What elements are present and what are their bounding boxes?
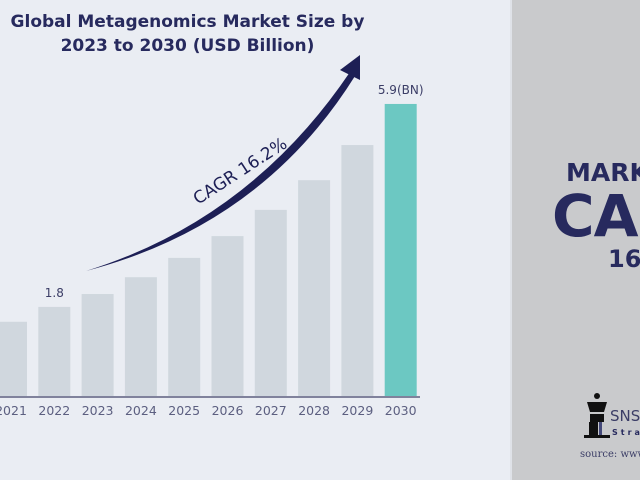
x-tick-2026: 2026 [212,403,244,418]
x-tick-2021: 2021 [0,403,27,418]
x-tick-2027: 2027 [255,403,287,418]
bar-2028 [298,180,331,396]
bar-2021 [0,321,27,396]
x-tick-2024: 2024 [125,403,157,418]
chess-rook-logo-icon [584,393,610,438]
side-panel: MARK CA 16. SNS Stra source: www [510,0,640,480]
bar-2029 [341,145,374,396]
bar-2025 [168,257,201,396]
market-label: MARK [566,158,640,187]
cagr-label: CA [552,182,638,250]
x-tick-2029: 2029 [341,403,373,418]
bar-chart: 2021 2022 1.8 2023 2024 2025 2026 2027 2028 2029 2… [0,55,424,418]
bar-2022 [38,306,71,396]
x-tick-2025: 2025 [168,403,200,418]
bar-2023 [81,294,114,396]
logo-text: SNS [610,407,640,425]
x-tick-2030: 2030 [385,403,417,418]
data-label-2022: 1.8 [45,286,64,300]
logo-subtext: Stra [612,428,640,437]
source-text: source: www [580,449,640,460]
bar-2027 [254,209,287,396]
x-tick-2023: 2023 [82,403,114,418]
chart-title: Global Metagenomics Market Size by 2023 … [10,12,365,56]
cagr-value: 16. [608,245,640,273]
x-tick-2022: 2022 [38,403,70,418]
bar-2030 [384,103,417,396]
bar-2024 [124,277,157,396]
bar-2026 [211,236,244,396]
x-tick-2028: 2028 [298,403,330,418]
arrow-head-icon [340,55,360,80]
data-label-2030: 5.9(BN) [378,83,424,97]
